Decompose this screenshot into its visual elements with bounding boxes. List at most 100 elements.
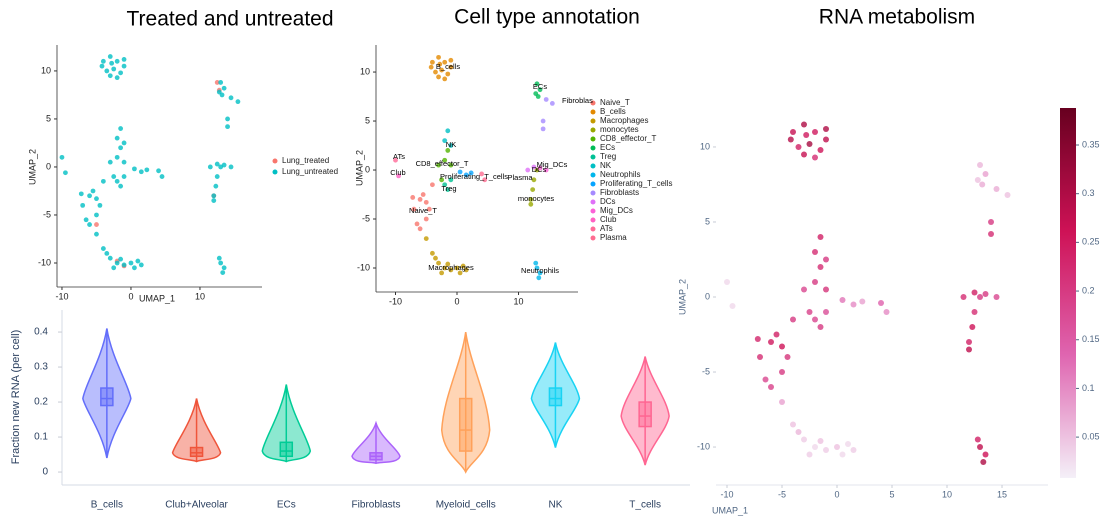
point xyxy=(960,294,967,301)
point xyxy=(448,57,454,63)
point xyxy=(463,267,469,273)
point xyxy=(982,291,989,298)
point xyxy=(211,198,217,203)
point xyxy=(430,182,435,188)
box xyxy=(189,446,204,458)
legend-label: Lung_untreated xyxy=(282,167,338,176)
point xyxy=(138,262,144,268)
x-tick-label: -10 xyxy=(720,489,733,499)
legend-marker xyxy=(590,181,596,187)
box xyxy=(100,387,114,407)
legend-label: monocytes xyxy=(600,125,639,134)
point xyxy=(445,261,451,267)
point xyxy=(107,159,113,165)
point xyxy=(977,294,984,301)
y-tick-label: -10 xyxy=(357,262,370,272)
point xyxy=(534,81,540,87)
point xyxy=(114,260,120,266)
legend-label: CD8_effector_T xyxy=(600,134,656,143)
point xyxy=(823,136,830,143)
box xyxy=(638,401,652,428)
legend-marker xyxy=(590,136,596,142)
point xyxy=(445,187,451,193)
legend-label: Macrophages xyxy=(600,116,648,125)
point xyxy=(845,441,852,448)
chart-title: RNA metabolism xyxy=(819,6,975,29)
point xyxy=(87,193,92,199)
point xyxy=(214,174,220,179)
point xyxy=(107,73,113,79)
point xyxy=(773,331,780,338)
point xyxy=(90,188,96,194)
x-axis-label: UMAP_1 xyxy=(139,293,175,303)
point xyxy=(114,75,120,81)
legend-marker xyxy=(590,190,596,196)
legend-marker xyxy=(590,145,596,151)
legend-label: Treg xyxy=(600,152,616,161)
legend-marker xyxy=(590,235,596,241)
point xyxy=(121,140,127,146)
point xyxy=(111,265,117,271)
x-axis-label: UMAP_1 xyxy=(712,505,748,515)
point xyxy=(442,138,448,144)
point xyxy=(159,174,165,179)
point xyxy=(806,451,813,458)
x-tick-label: -5 xyxy=(778,489,786,499)
legend-label: Proliferating_T_cells xyxy=(600,179,672,188)
cluster-label: Fibroblas xyxy=(562,96,593,105)
point xyxy=(132,166,137,172)
point xyxy=(795,143,802,150)
y-tick-label: -5 xyxy=(43,209,51,219)
point xyxy=(221,162,227,168)
point xyxy=(99,63,105,69)
y-axis-label: Fraction new RNA (per cell) xyxy=(10,330,22,465)
point xyxy=(94,212,99,218)
point xyxy=(779,399,786,406)
x-tick-label: 10 xyxy=(195,291,205,301)
point xyxy=(549,100,555,106)
point xyxy=(448,177,454,183)
point xyxy=(87,222,92,227)
point xyxy=(428,64,434,70)
point xyxy=(762,376,769,383)
point xyxy=(801,436,808,443)
x-tick-label: -10 xyxy=(55,291,68,301)
point xyxy=(221,85,227,91)
point xyxy=(966,339,973,346)
point xyxy=(436,162,441,168)
y-tick-label: -5 xyxy=(702,366,710,376)
point xyxy=(442,265,448,271)
cluster-label: ATs xyxy=(393,152,405,161)
point xyxy=(121,159,127,165)
point xyxy=(823,309,830,316)
point xyxy=(121,174,127,179)
point xyxy=(445,71,451,77)
point xyxy=(410,195,416,200)
x-tick-label: NK xyxy=(548,500,562,511)
point xyxy=(213,183,219,189)
x-tick-label: Myeloid_cells xyxy=(436,500,496,511)
point xyxy=(109,60,115,66)
point xyxy=(436,54,441,60)
cluster-label: ECs xyxy=(533,82,547,91)
y-tick-label: 0 xyxy=(42,467,48,478)
legend-marker xyxy=(590,118,596,124)
box xyxy=(458,397,473,452)
point xyxy=(138,169,144,175)
cluster-label: Mig_DCs xyxy=(537,160,568,169)
point xyxy=(859,298,866,305)
point xyxy=(806,140,813,147)
point xyxy=(823,256,830,263)
colorbar-tick-label: 0.25 xyxy=(1082,237,1100,247)
point xyxy=(790,316,797,323)
legend-marker xyxy=(272,158,278,164)
colorbar-tick-label: 0.35 xyxy=(1082,139,1100,149)
cluster-label: Treg xyxy=(441,184,456,193)
point xyxy=(993,294,1000,301)
point xyxy=(457,270,463,276)
point xyxy=(107,54,113,59)
point xyxy=(107,255,113,261)
point xyxy=(768,384,775,391)
y-axis-label: UMAP_2 xyxy=(677,279,687,315)
point xyxy=(803,131,810,138)
